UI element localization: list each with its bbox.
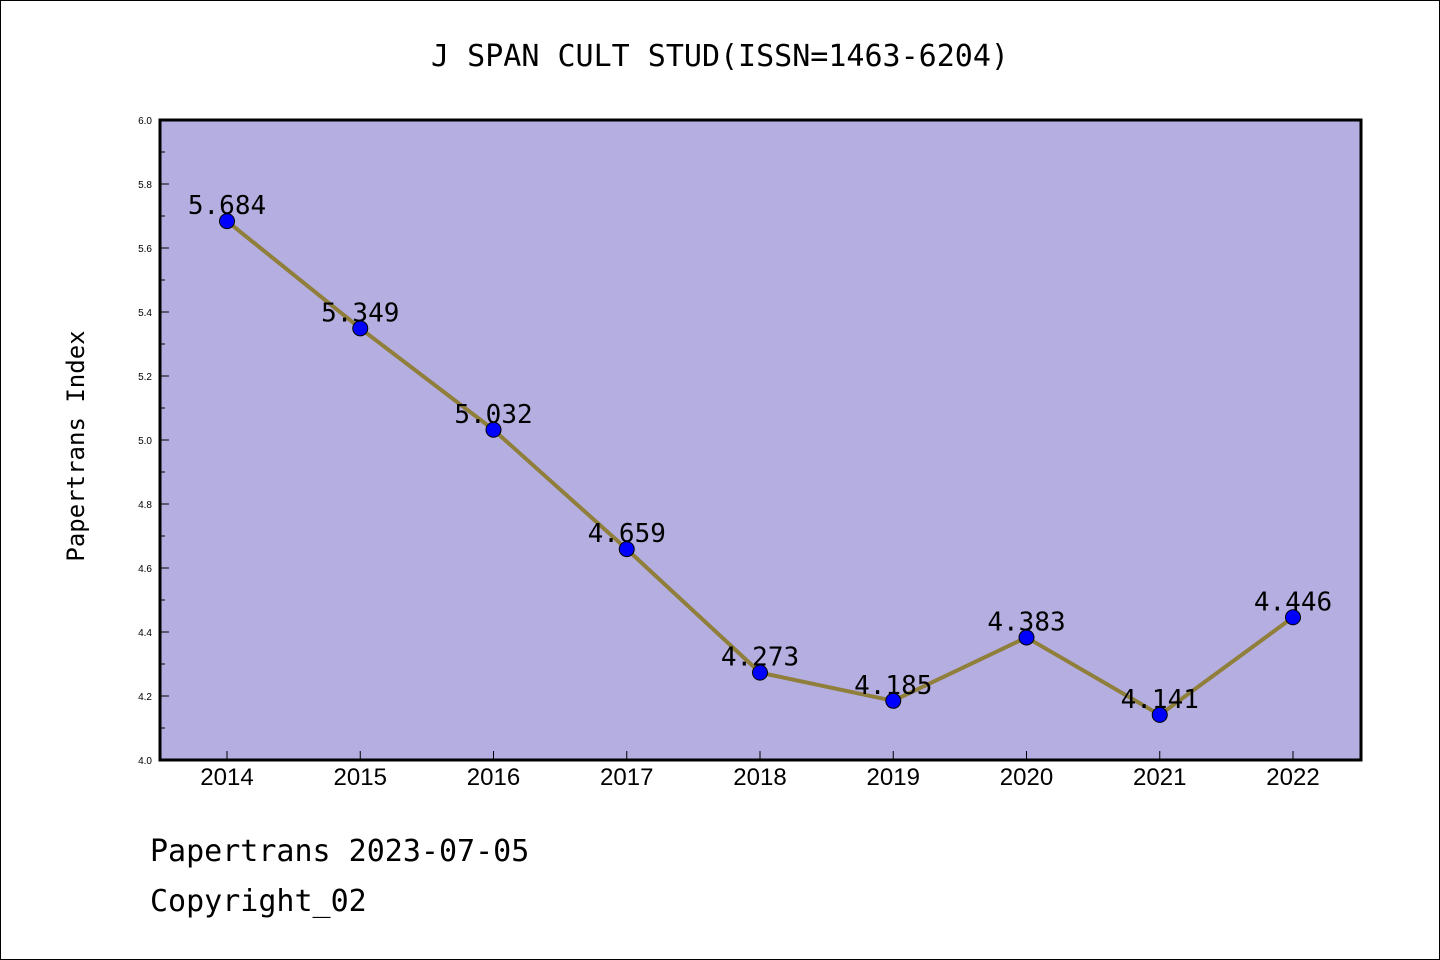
y-tick-label: 5.2 [138,372,152,383]
data-point-marker [618,541,635,558]
data-label: 4.383 [987,607,1065,637]
data-point-marker [1018,629,1035,646]
x-tick-label: 2019 [867,764,920,791]
x-tick-label: 2018 [733,764,786,791]
series-group [219,213,1301,723]
y-tick-label: 4.8 [138,500,152,511]
y-tick-label: 4.2 [138,692,152,703]
data-label: 5.349 [321,298,399,328]
data-point-marker [885,692,902,709]
y-tick-label: 5.6 [138,244,152,255]
x-tick-label: 2014 [200,764,253,791]
y-tick-label: 5.4 [138,308,152,319]
y-tick-label: 4.0 [138,756,152,767]
data-point-marker [1285,609,1301,626]
x-tick-label: 2017 [600,764,653,791]
x-axis-ticks: 2014 2015 2016 2017 2018 2019 2020 2021 2022 [200,751,1320,791]
data-label: 4.273 [721,643,799,673]
x-tick-label: 2016 [467,764,520,791]
data-point-marker [219,213,235,230]
data-label: 5.032 [454,400,532,430]
y-axis-ticks: 4.0 4.2 4.4 4.6 4.8 5.0 5.2 5.4 5.6 5.8 6.0 [138,116,169,767]
data-point-marker [752,664,768,681]
data-point-marker [1151,706,1168,723]
x-tick-label: 2020 [1000,764,1053,791]
x-tick-label: 2015 [334,764,387,791]
chart-title: J SPAN CULT STUD(ISSN=1463-6204) [431,39,1009,74]
data-label: 4.446 [1254,587,1332,617]
plot-area [158,118,1363,762]
data-point-marker [485,421,502,438]
y-tick-label: 6.0 [138,116,152,127]
data-label: 4.185 [854,671,932,701]
y-tick-label: 4.6 [138,564,152,575]
footer-copyright: Copyright_02 [150,884,367,919]
y-tick-label: 5.8 [138,180,152,191]
x-tick-label: 2021 [1133,764,1186,791]
data-label: 5.684 [188,191,266,221]
y-tick-label: 5.0 [138,436,152,447]
y-axis-label: Papertrans Index [62,330,90,561]
data-point-marker [352,320,369,337]
data-labels-group: 5.684 5.349 5.032 4.659 4.273 4.185 4.383 4.141… [188,191,1332,715]
x-tick-label: 2022 [1266,764,1319,791]
data-label: 4.141 [1121,685,1199,715]
footer-source: Papertrans 2023-07-05 [150,834,530,869]
y-tick-label: 4.4 [138,628,152,639]
data-label: 4.659 [588,519,666,549]
